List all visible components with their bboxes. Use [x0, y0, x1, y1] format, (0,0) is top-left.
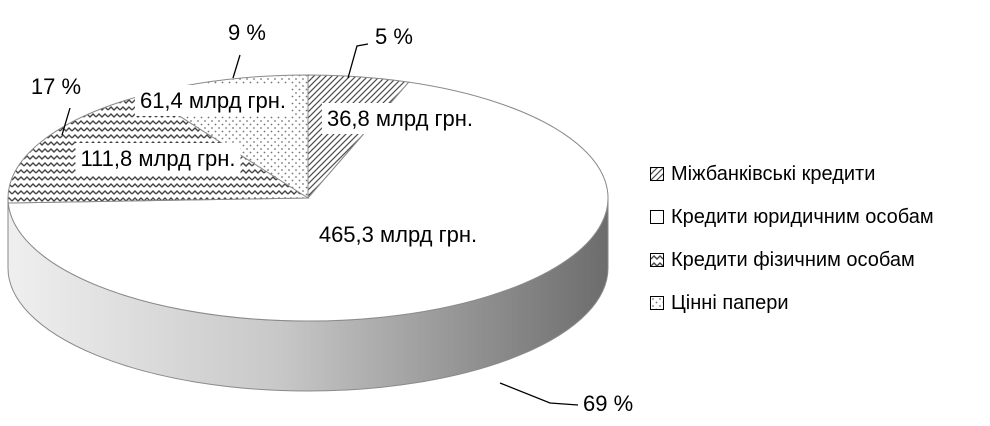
slice-amount-label-box: [75, 143, 241, 174]
percent-leader-line: [347, 43, 369, 79]
hatch-swatch-icon: [650, 167, 664, 181]
slice-percent-label: 9 %: [228, 20, 266, 45]
legend: Міжбанківські кредити Кредити юридичним …: [650, 160, 934, 332]
legend-label-securities: Цінні папери: [671, 291, 789, 314]
zigzag-swatch-icon: [650, 253, 664, 267]
plain-swatch-icon: [650, 210, 664, 224]
legend-item-individuals: Кредити фізичним особам: [650, 246, 934, 274]
legend-label-interbank: Міжбанківські кредити: [671, 162, 876, 185]
legend-item-legal-entities: Кредити юридичним особам: [650, 203, 934, 231]
slice-amount-label-box: [313, 219, 483, 250]
slice-amount-label-box: [321, 103, 479, 134]
slice-percent-label: 5 %: [375, 24, 413, 49]
percent-leader-line: [61, 107, 71, 136]
legend-label-individuals: Кредити фізичним особам: [671, 248, 915, 271]
slice-percent-label: 17 %: [31, 74, 81, 99]
pie-slice: [7, 81, 609, 322]
legend-item-securities: Цінні папери: [650, 289, 934, 317]
slice-amount-label: 111,8 млрд грн.: [80, 146, 235, 171]
legend-label-legal-entities: Кредити юридичним особам: [671, 205, 934, 228]
dots-swatch-icon: [650, 296, 664, 310]
legend-item-interbank: Міжбанківські кредити: [650, 160, 934, 188]
percent-leader-line: [499, 382, 579, 406]
percent-leader-line: [232, 54, 241, 79]
slice-percent-label: 69 %: [583, 391, 633, 416]
slice-amount-label-box: [134, 85, 292, 116]
slice-amount-label: 61,4 млрд грн.: [140, 88, 286, 113]
slice-amount-label: 465,3 млрд грн.: [319, 222, 477, 247]
slice-amount-label: 36,8 млрд грн.: [327, 106, 473, 131]
